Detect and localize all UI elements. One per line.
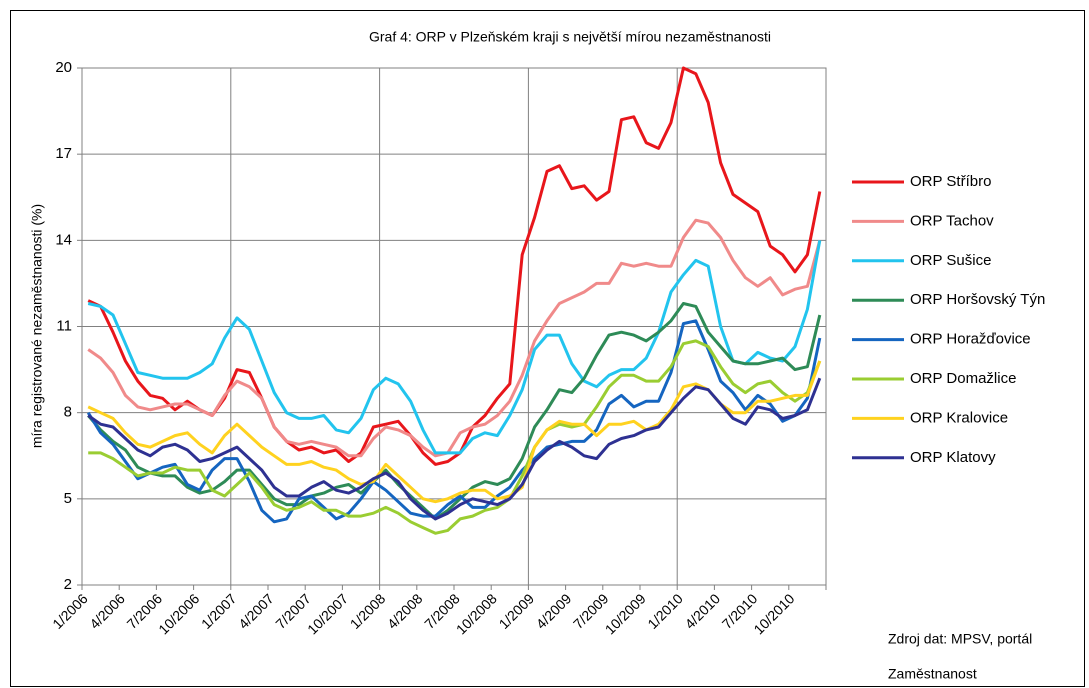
legend-label: ORP Stříbro <box>910 173 991 190</box>
y-tick-label: 20 <box>55 59 72 76</box>
y-tick-label: 11 <box>56 317 72 334</box>
series-line <box>88 339 822 535</box>
y-tick-label: 5 <box>64 490 72 507</box>
series-line <box>87 218 822 458</box>
legend-label: ORP Tachov <box>910 212 994 229</box>
legend-label: ORP Kralovice <box>910 409 1008 426</box>
series-line <box>87 377 822 521</box>
y-tick-label: 2 <box>64 576 72 593</box>
legend-label: ORP Klatovy <box>910 449 996 466</box>
y-tick-label: 8 <box>64 404 72 421</box>
source: Zdroj dat: MPSV, portál <box>888 631 1032 647</box>
series-line <box>87 360 822 504</box>
series-line <box>87 302 822 521</box>
chart-title: Graf 4: ORP v Plzeňském kraji s největší… <box>369 29 771 45</box>
legend-label: ORP Horažďovice <box>910 331 1031 348</box>
legend-label: ORP Domažlice <box>910 370 1016 387</box>
legend-label: ORP Sušice <box>910 252 991 269</box>
y-axis-label: míra registrované nezaměstnanosti (%) <box>29 204 45 448</box>
series-line <box>86 319 822 524</box>
y-tick-label: 17 <box>55 145 72 162</box>
source: Zaměstnanost <box>888 666 977 682</box>
series-line <box>87 240 822 455</box>
y-tick-label: 14 <box>55 231 72 248</box>
legend-label: ORP Horšovský Týn <box>910 291 1045 308</box>
